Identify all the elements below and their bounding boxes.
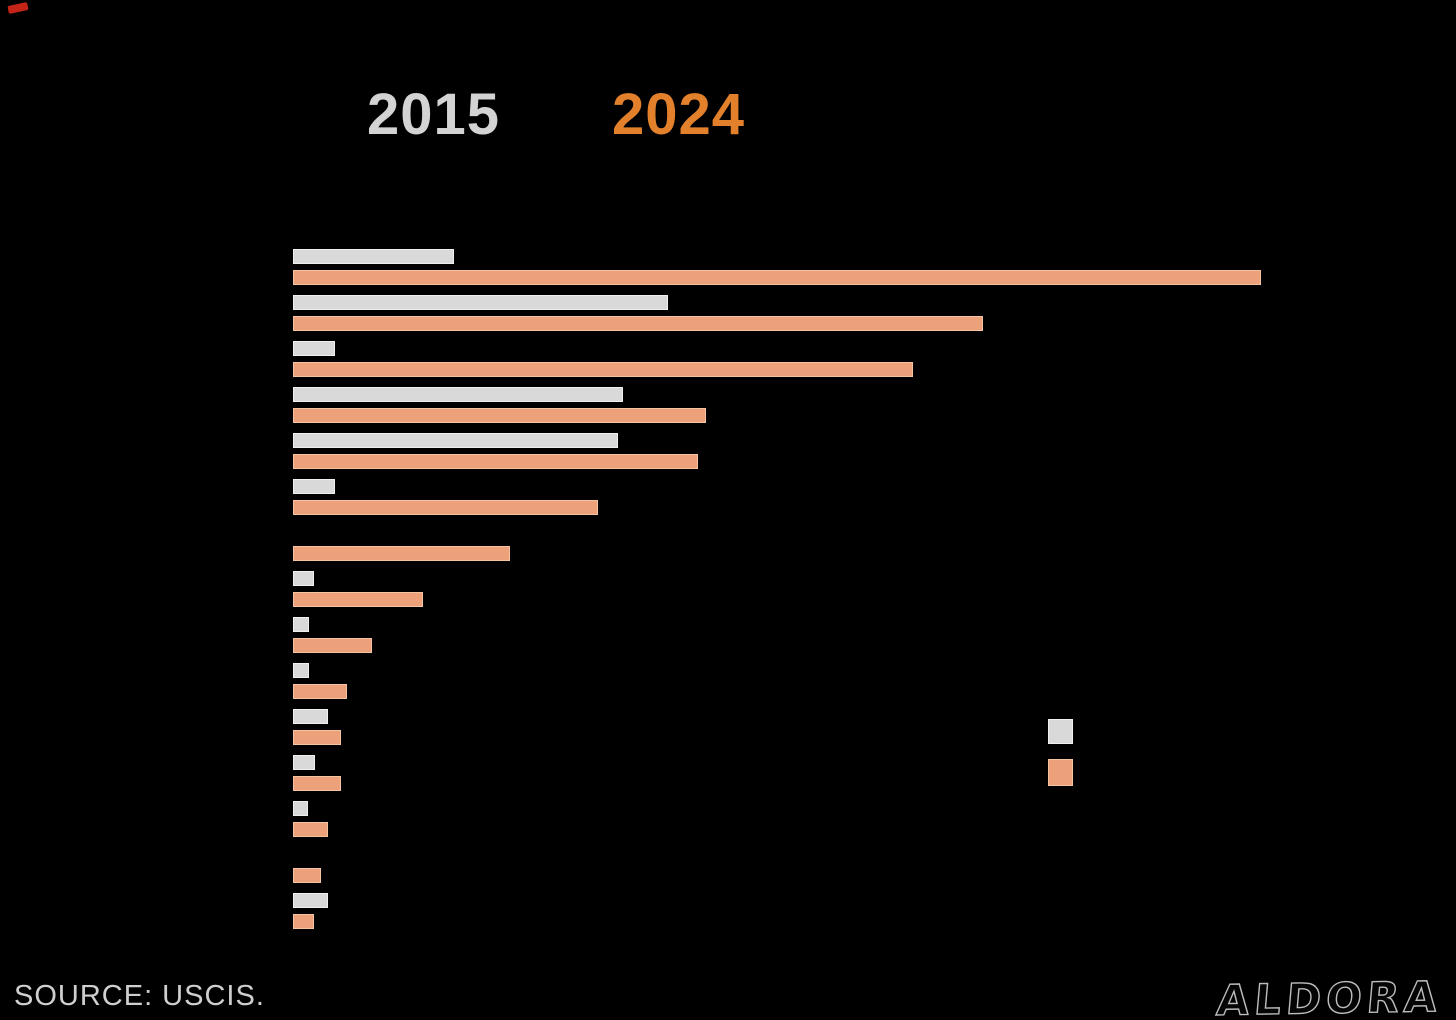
bar-2015-row-15 (293, 893, 328, 908)
bar-2024-row-14 (293, 868, 321, 883)
bar-2024-row-11 (293, 730, 341, 745)
bar-2024-row-8 (293, 592, 423, 607)
bar-2015-row-12 (293, 755, 315, 770)
bar-2015-row-10 (293, 663, 309, 678)
bar-2024-row-12 (293, 776, 341, 791)
bar-2024-row-13 (293, 822, 328, 837)
legend-swatch-2015 (1048, 719, 1073, 744)
bar-2015-row-6 (293, 479, 335, 494)
bar-2015-row-5 (293, 433, 618, 448)
bar-2015-row-11 (293, 709, 328, 724)
legend-swatch-2024 (1048, 759, 1073, 786)
bar-2015-row-1 (293, 249, 454, 264)
source-attribution: SOURCE: USCIS. (14, 980, 265, 1012)
bar-2024-row-2 (293, 316, 983, 331)
corner-red-mark (7, 2, 29, 14)
bar-2015-row-3 (293, 341, 335, 356)
bar-2015-row-9 (293, 617, 309, 632)
bar-2015-row-4 (293, 387, 623, 402)
bar-2024-row-5 (293, 454, 698, 469)
bar-2024-row-10 (293, 684, 347, 699)
bar-2024-row-3 (293, 362, 913, 377)
legend-year-2015-label: 2015 (367, 82, 501, 147)
bar-2024-row-1 (293, 270, 1261, 285)
legend-year-2024-label: 2024 (612, 82, 746, 147)
bar-2015-row-8 (293, 571, 314, 586)
bar-2024-row-7 (293, 546, 510, 561)
bar-2024-row-9 (293, 638, 372, 653)
artist-signature: ALDORA (1214, 971, 1445, 1020)
bar-2015-row-2 (293, 295, 668, 310)
bar-2015-row-13 (293, 801, 308, 816)
bar-2024-row-15 (293, 914, 314, 929)
bar-2024-row-4 (293, 408, 706, 423)
bar-2024-row-6 (293, 500, 598, 515)
